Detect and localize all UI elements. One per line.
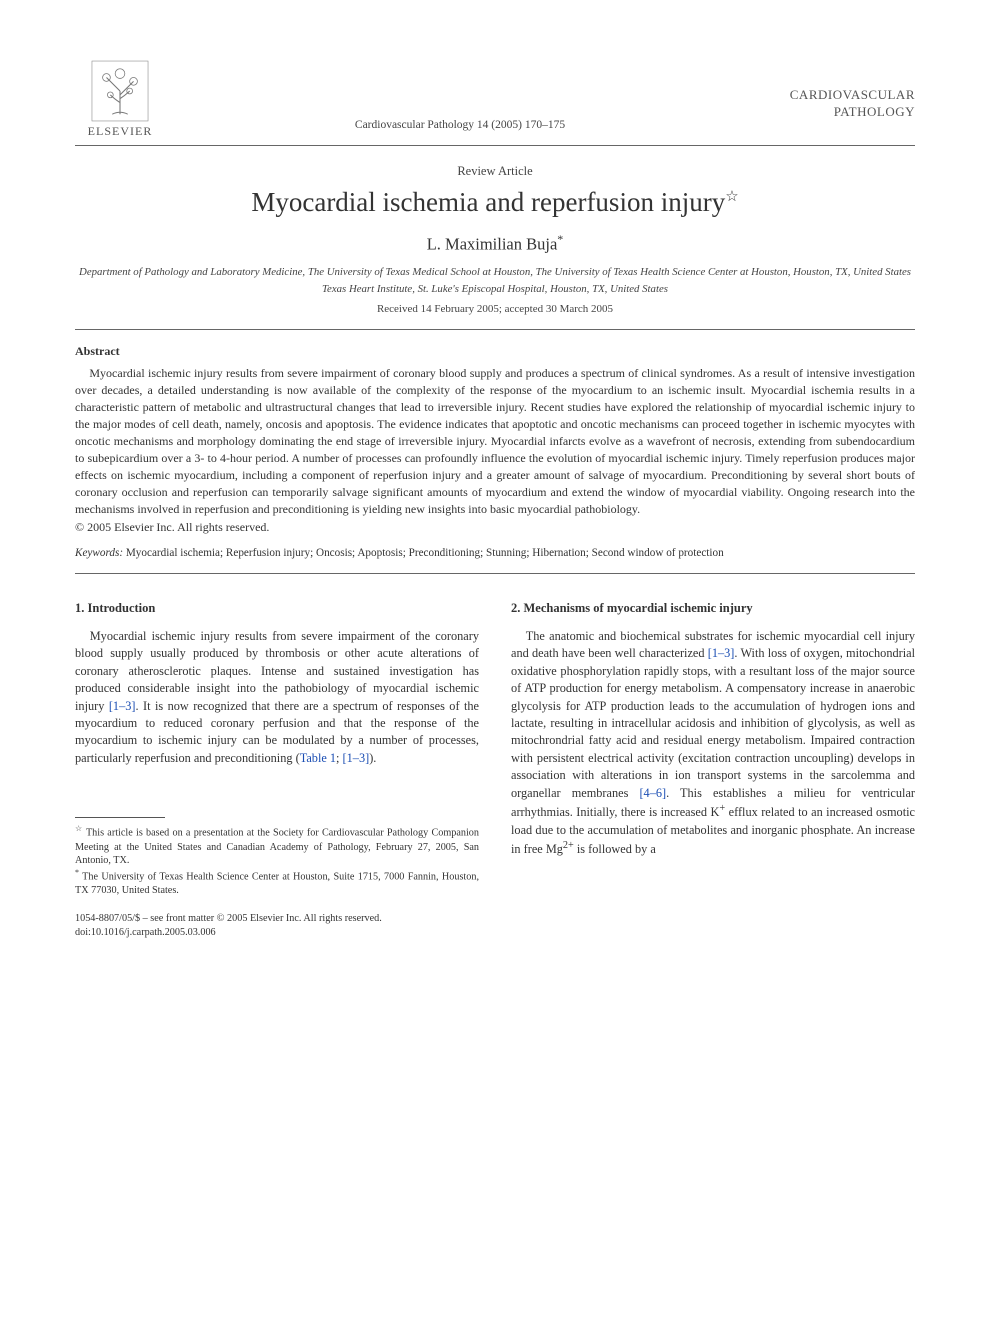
citation-link[interactable]: [4–6] [639, 786, 666, 800]
rule-top [75, 145, 915, 146]
header-row: ELSEVIER Cardiovascular Pathology 14 (20… [75, 60, 915, 139]
table-link[interactable]: Table 1 [300, 751, 336, 765]
keywords-label: Keywords: [75, 547, 123, 559]
abstract-heading: Abstract [75, 344, 915, 359]
author-corresponding-marker: * [557, 232, 563, 246]
abstract-body: Myocardial ischemic injury results from … [75, 365, 915, 518]
section-2-para-1: The anatomic and biochemical substrates … [511, 628, 915, 859]
journal-title-logo: CARDIOVASCULAR PATHOLOGY [755, 86, 915, 139]
column-left: 1. Introduction Myocardial ischemic inju… [75, 600, 479, 941]
article-type: Review Article [75, 164, 915, 179]
keywords-text: Myocardial ischemia; Reperfusion injury;… [123, 547, 724, 559]
footnote-rule [75, 817, 165, 818]
author-name: L. Maximilian Buja [427, 235, 558, 254]
keywords-line: Keywords: Myocardial ischemia; Reperfusi… [75, 547, 915, 559]
journal-citation: Cardiovascular Pathology 14 (2005) 170–1… [165, 119, 755, 139]
title-text: Myocardial ischemia and reperfusion inju… [251, 187, 725, 217]
affiliation-1: Department of Pathology and Laboratory M… [75, 265, 915, 280]
section-1-para-1: Myocardial ischemic injury results from … [75, 628, 479, 768]
footnote-1-marker: ☆ [75, 824, 83, 833]
footer-left: 1054-8807/05/$ – see front matter © 2005… [75, 912, 382, 941]
abstract-text: Myocardial ischemic injury results from … [75, 365, 915, 518]
column-right: 2. Mechanisms of myocardial ischemic inj… [511, 600, 915, 941]
doi-line: doi:10.1016/j.carpath.2005.03.006 [75, 926, 382, 940]
abstract-copyright: © 2005 Elsevier Inc. All rights reserved… [75, 520, 915, 535]
article-title: Myocardial ischemia and reperfusion inju… [75, 187, 915, 218]
journal-logo-line1: CARDIOVASCULAR [755, 86, 915, 104]
citation-link[interactable]: [1–3] [343, 751, 370, 765]
body-columns: 1. Introduction Myocardial ischemic inju… [75, 600, 915, 941]
section-2-heading: 2. Mechanisms of myocardial ischemic inj… [511, 600, 915, 618]
author-line: L. Maximilian Buja* [75, 232, 915, 255]
title-note-marker: ☆ [725, 189, 738, 205]
superscript-mg-2plus: 2+ [563, 840, 574, 851]
section-1-heading: 1. Introduction [75, 600, 479, 618]
publisher-name: ELSEVIER [88, 124, 153, 139]
journal-logo-line2: PATHOLOGY [755, 103, 915, 121]
rule-below-keywords [75, 573, 915, 574]
rule-above-abstract [75, 329, 915, 330]
footnote-1: ☆ This article is based on a presentatio… [75, 824, 479, 868]
footer-row: 1054-8807/05/$ – see front matter © 2005… [75, 912, 479, 941]
citation-link[interactable]: [1–3] [109, 699, 136, 713]
elsevier-tree-icon [91, 60, 149, 122]
citation-link[interactable]: [1–3] [708, 646, 735, 660]
publisher-logo-block: ELSEVIER [75, 60, 165, 139]
article-dates: Received 14 February 2005; accepted 30 M… [75, 303, 915, 315]
affiliation-2: Texas Heart Institute, St. Luke's Episco… [75, 282, 915, 297]
footnote-2: * The University of Texas Health Science… [75, 868, 479, 898]
front-matter-line: 1054-8807/05/$ – see front matter © 2005… [75, 912, 382, 926]
